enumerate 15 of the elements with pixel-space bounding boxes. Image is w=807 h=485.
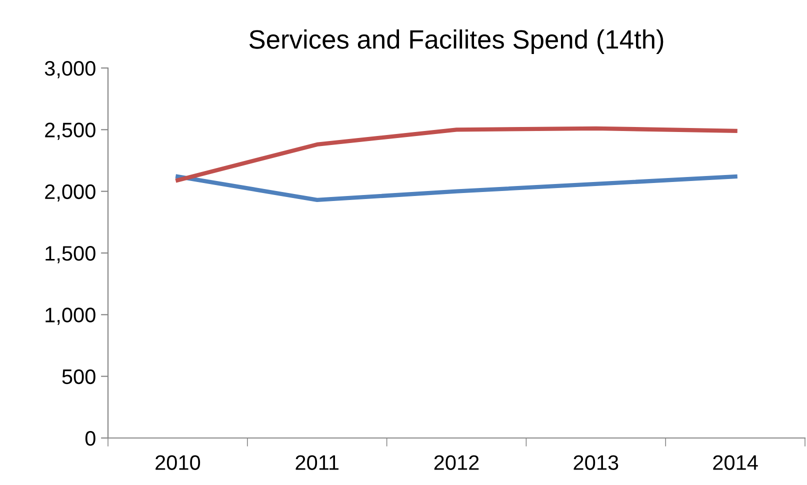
- y-tick-label: 500: [62, 369, 96, 384]
- chart-title: Services and Facilites Spend (14th): [249, 29, 664, 54]
- x-tick-label: 2011: [296, 455, 338, 470]
- line-series: [176, 174, 738, 202]
- y-tick-label: 1,500: [46, 246, 96, 264]
- y-tick-label: 2,500: [45, 122, 96, 140]
- y-tick-label: 0: [85, 431, 96, 446]
- y-tick-label: 2,000: [45, 184, 96, 202]
- x-tick-label: 2010: [156, 455, 200, 470]
- y-tick-label: 3,000: [44, 61, 96, 78]
- y-tick-label: 1,000: [46, 308, 96, 325]
- x-tick-label: 2013: [574, 455, 618, 470]
- x-tick-label: 2012: [434, 455, 479, 470]
- x-tick-label: 2014: [713, 455, 758, 470]
- line-series: [176, 126, 738, 182]
